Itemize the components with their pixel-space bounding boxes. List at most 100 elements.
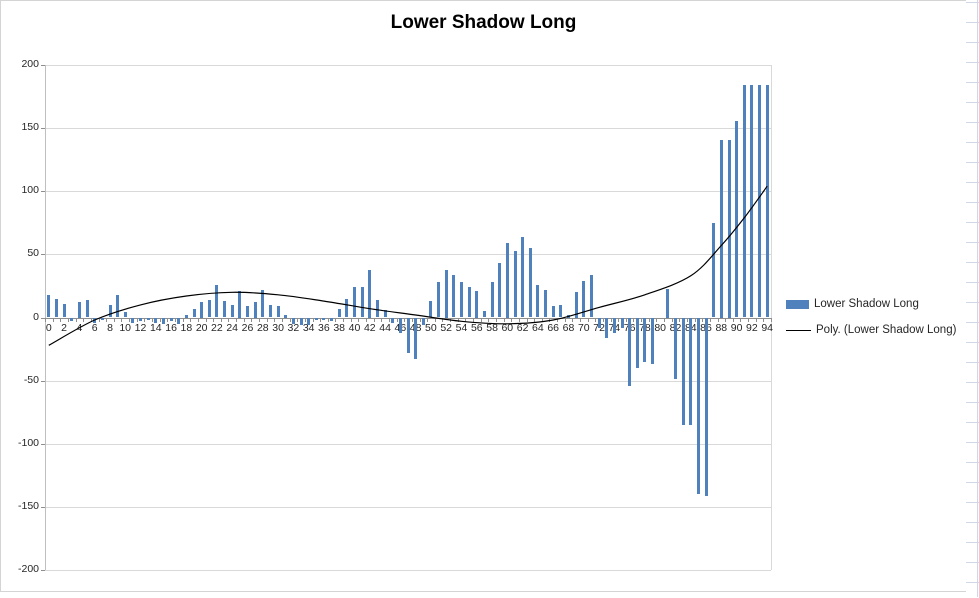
bar-x58[interactable] [490, 282, 494, 318]
x-axis-label: 56 [470, 322, 483, 334]
bar-x41[interactable] [360, 287, 364, 318]
bar-x54[interactable] [460, 282, 463, 318]
bar-x17[interactable] [177, 317, 181, 324]
bar-x66[interactable] [551, 306, 555, 318]
bar-x92[interactable] [750, 85, 754, 318]
bar-x12[interactable] [139, 317, 142, 322]
bar-x93[interactable] [758, 85, 761, 318]
bar-x23[interactable] [223, 301, 227, 318]
bar-x27[interactable] [253, 302, 257, 318]
bar-x13[interactable] [146, 317, 150, 320]
bar-x7[interactable] [100, 317, 104, 320]
bar-x59[interactable] [498, 263, 502, 318]
bar-x67[interactable] [559, 304, 563, 318]
bar-x45[interactable] [391, 317, 395, 323]
bar-x20[interactable] [200, 302, 204, 318]
worksheet-cells-strip[interactable] [966, 0, 979, 597]
bar-x83[interactable] [681, 317, 685, 425]
bar-x86[interactable] [704, 317, 708, 496]
bar-x34[interactable] [307, 317, 311, 326]
bar-x89[interactable] [727, 139, 731, 318]
bar-x1[interactable] [55, 298, 58, 318]
bar-x36[interactable] [322, 317, 326, 320]
bar-x16[interactable] [169, 317, 173, 322]
bar-x87[interactable] [712, 222, 716, 318]
bar-x90[interactable] [735, 120, 739, 318]
bar-x91[interactable] [742, 85, 746, 318]
bar-x46[interactable] [398, 317, 402, 333]
bar-x22[interactable] [215, 284, 219, 318]
bar-x85[interactable] [696, 317, 700, 495]
bar-x47[interactable] [406, 317, 410, 353]
bar-x4[interactable] [77, 302, 81, 318]
bar-x88[interactable] [719, 139, 723, 318]
bar-x73[interactable] [605, 317, 609, 338]
bar-x15[interactable] [162, 317, 165, 324]
bar-x70[interactable] [582, 280, 586, 318]
bar-x48[interactable] [414, 317, 418, 360]
bar-x68[interactable] [567, 315, 570, 318]
bar-x33[interactable] [299, 317, 303, 326]
bar-x14[interactable] [154, 317, 158, 323]
bar-x6[interactable] [93, 317, 97, 323]
bar-x62[interactable] [521, 236, 525, 318]
bar-x81[interactable] [666, 288, 670, 318]
bar-x61[interactable] [513, 250, 517, 318]
bar-x2[interactable] [62, 303, 66, 318]
bar-x55[interactable] [467, 287, 471, 318]
bar-x10[interactable] [123, 312, 127, 318]
bar-x44[interactable] [383, 309, 387, 318]
chart-title[interactable]: Lower Shadow Long [390, 12, 577, 33]
x-axis-label: 8 [107, 322, 113, 334]
bar-x49[interactable] [421, 317, 425, 326]
bar-x0[interactable] [47, 294, 51, 318]
bar-x31[interactable] [284, 315, 288, 318]
bar-x84[interactable] [689, 317, 693, 425]
bar-x38[interactable] [337, 308, 341, 318]
bar-x76[interactable] [628, 317, 632, 386]
bar-x35[interactable] [314, 317, 318, 320]
bar-x43[interactable] [375, 299, 379, 318]
bar-x37[interactable] [330, 317, 334, 322]
bar-x24[interactable] [230, 304, 234, 318]
bar-x39[interactable] [345, 298, 349, 318]
bar-x74[interactable] [612, 317, 616, 333]
bar-x8[interactable] [108, 304, 112, 318]
bar-x32[interactable] [291, 317, 295, 324]
bar-x53[interactable] [452, 274, 456, 318]
bar-x28[interactable] [261, 289, 265, 318]
bar-x3[interactable] [70, 317, 74, 322]
bar-x29[interactable] [268, 304, 272, 318]
bar-x25[interactable] [238, 291, 242, 318]
bar-x72[interactable] [597, 317, 601, 328]
bar-x21[interactable] [207, 299, 211, 318]
bar-x63[interactable] [528, 248, 532, 318]
bar-x50[interactable] [429, 301, 433, 318]
bar-x26[interactable] [246, 306, 249, 318]
bar-x82[interactable] [674, 317, 677, 380]
bar-x77[interactable] [635, 317, 639, 368]
bar-x71[interactable] [589, 274, 593, 318]
bar-x18[interactable] [184, 315, 188, 318]
bar-x60[interactable] [505, 243, 509, 318]
bar-x57[interactable] [482, 311, 486, 318]
bar-x42[interactable] [368, 269, 372, 318]
bar-x51[interactable] [437, 282, 441, 318]
bar-x79[interactable] [651, 317, 654, 365]
legend-entry-trendline[interactable]: Poly. (Lower Shadow Long) [786, 317, 956, 343]
bar-x65[interactable] [544, 289, 548, 318]
bar-x11[interactable] [131, 317, 135, 323]
bar-x94[interactable] [765, 85, 769, 318]
bar-x64[interactable] [536, 284, 540, 318]
legend-entry-series[interactable]: Lower Shadow Long [786, 291, 956, 317]
bar-x78[interactable] [643, 317, 647, 362]
bar-x56[interactable] [475, 291, 479, 318]
bar-x5[interactable] [85, 299, 89, 318]
bar-x52[interactable] [444, 269, 448, 318]
bar-x30[interactable] [276, 306, 280, 318]
bar-x40[interactable] [353, 287, 356, 318]
bar-x75[interactable] [620, 317, 624, 328]
bar-x69[interactable] [574, 292, 578, 318]
bar-x9[interactable] [116, 294, 120, 318]
bar-x19[interactable] [192, 308, 196, 318]
